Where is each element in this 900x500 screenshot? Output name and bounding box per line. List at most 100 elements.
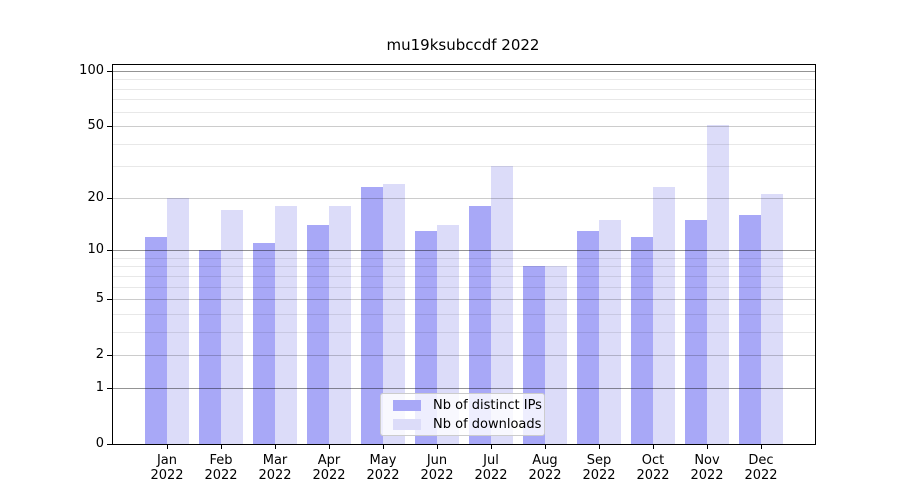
gridline-y-9 [113,257,815,259]
legend-swatch-downloads [393,418,421,430]
y-tick-label-1: 1 [95,379,104,395]
x-tick-label-may: May 2022 [353,453,413,483]
x-tick-year: 2022 [690,468,724,483]
x-tick-year: 2022 [582,468,616,483]
legend: Nb of distinct IPs Nb of downloads [380,393,545,436]
chart-title: mu19ksubccdf 2022 [386,36,540,54]
x-tick-mark-jul [491,445,492,449]
x-tick-month: Jan [156,453,178,468]
x-tick-month: Mar [262,453,288,468]
bar-distinct-ips-jul [469,206,491,444]
x-tick-month: Feb [209,453,233,468]
plot-area [112,64,816,445]
x-tick-year: 2022 [636,468,670,483]
gridline-y-4 [113,313,815,315]
x-tick-mark-apr [329,445,330,449]
gridline-y-20 [113,197,815,199]
bar-downloads-sep [599,219,621,444]
y-tick-label-50: 50 [87,118,104,134]
x-tick-month: Aug [532,453,558,468]
y-tick-label-2: 2 [95,347,104,363]
y-tick-mark-100 [107,71,112,72]
x-tick-mark-aug [545,445,546,449]
x-tick-label-sep: Sep 2022 [569,453,629,483]
x-tick-mark-nov [707,445,708,449]
bar-downloads-jan [167,197,189,444]
legend-row-0: Nb of distinct IPs [387,398,542,413]
x-tick-mark-mar [275,445,276,449]
y-tick-mark-1 [107,387,112,389]
y-tick-label-20: 20 [87,189,104,205]
x-tick-month: Dec [748,453,774,468]
legend-label-distinct-ips: Nb of distinct IPs [433,397,542,413]
x-tick-label-aug: Aug 2022 [515,453,575,483]
gridline-y-5 [113,299,815,301]
x-tick-mark-feb [221,445,222,449]
bar-distinct-ips-dec [739,215,761,444]
x-tick-year: 2022 [744,468,778,483]
x-tick-month: Jul [483,453,499,468]
bar-downloads-dec [761,194,783,444]
bar-downloads-feb [221,210,243,444]
bar-distinct-ips-jun [415,230,437,444]
x-tick-mark-jun [437,445,438,449]
bar-distinct-ips-mar [253,243,275,444]
y-tick-label-10: 10 [87,242,104,258]
bar-distinct-ips-jan [145,236,167,444]
x-tick-label-oct: Oct 2022 [623,453,683,483]
x-tick-mark-may [383,445,384,449]
x-tick-year: 2022 [150,468,184,483]
gridline-y-30 [113,166,815,168]
x-tick-year: 2022 [312,468,346,483]
bar-distinct-ips-sep [577,230,599,444]
x-tick-label-feb: Feb 2022 [191,453,251,483]
bar-downloads-jul [491,166,513,444]
bar-distinct-ips-apr [307,225,329,444]
bar-downloads-oct [653,187,675,444]
x-tick-label-nov: Nov 2022 [677,453,737,483]
y-tick-label-5: 5 [95,291,104,307]
x-tick-label-jun: Jun 2022 [407,453,467,483]
x-tick-mark-dec [761,445,762,449]
gridline-y-6 [113,286,815,288]
bar-distinct-ips-feb [199,250,221,444]
x-tick-year: 2022 [366,468,400,483]
bar-downloads-nov [707,124,729,444]
x-tick-year: 2022 [258,468,292,483]
bar-downloads-may [383,183,405,444]
y-tick-mark-20 [107,197,112,199]
gridline-y-90 [113,79,815,81]
x-tick-year: 2022 [528,468,562,483]
gridline-y-60 [113,111,815,113]
x-tick-label-dec: Dec 2022 [731,453,791,483]
x-tick-year: 2022 [474,468,508,483]
gridline-y-70 [113,99,815,101]
x-tick-month: Sep [586,453,612,468]
bar-downloads-jun [437,225,459,444]
gridline-y-3 [113,331,815,333]
bar-distinct-ips-oct [631,236,653,444]
gridline-y-40 [113,143,815,145]
legend-swatch-distinct-ips [393,399,421,411]
x-tick-label-apr: Apr 2022 [299,453,359,483]
bar-distinct-ips-nov [685,219,707,444]
x-tick-label-jul: Jul 2022 [461,453,521,483]
x-tick-month: May [369,453,397,468]
gridline-y-100 [113,71,815,72]
x-tick-month: Jun [426,453,448,468]
y-tick-mark-5 [107,299,112,301]
x-tick-month: Nov [694,453,720,468]
gridline-y-2 [113,355,815,357]
gridline-y-7 [113,275,815,277]
gridline-y-50 [113,126,815,128]
y-tick-mark-10 [107,250,112,252]
x-tick-label-mar: Mar 2022 [245,453,305,483]
bar-downloads-mar [275,206,297,444]
legend-row-1: Nb of downloads [387,417,541,432]
x-tick-month: Apr [317,453,341,468]
gridline-y-8 [113,266,815,268]
x-tick-mark-oct [653,445,654,449]
x-tick-mark-sep [599,445,600,449]
x-tick-label-jan: Jan 2022 [137,453,197,483]
